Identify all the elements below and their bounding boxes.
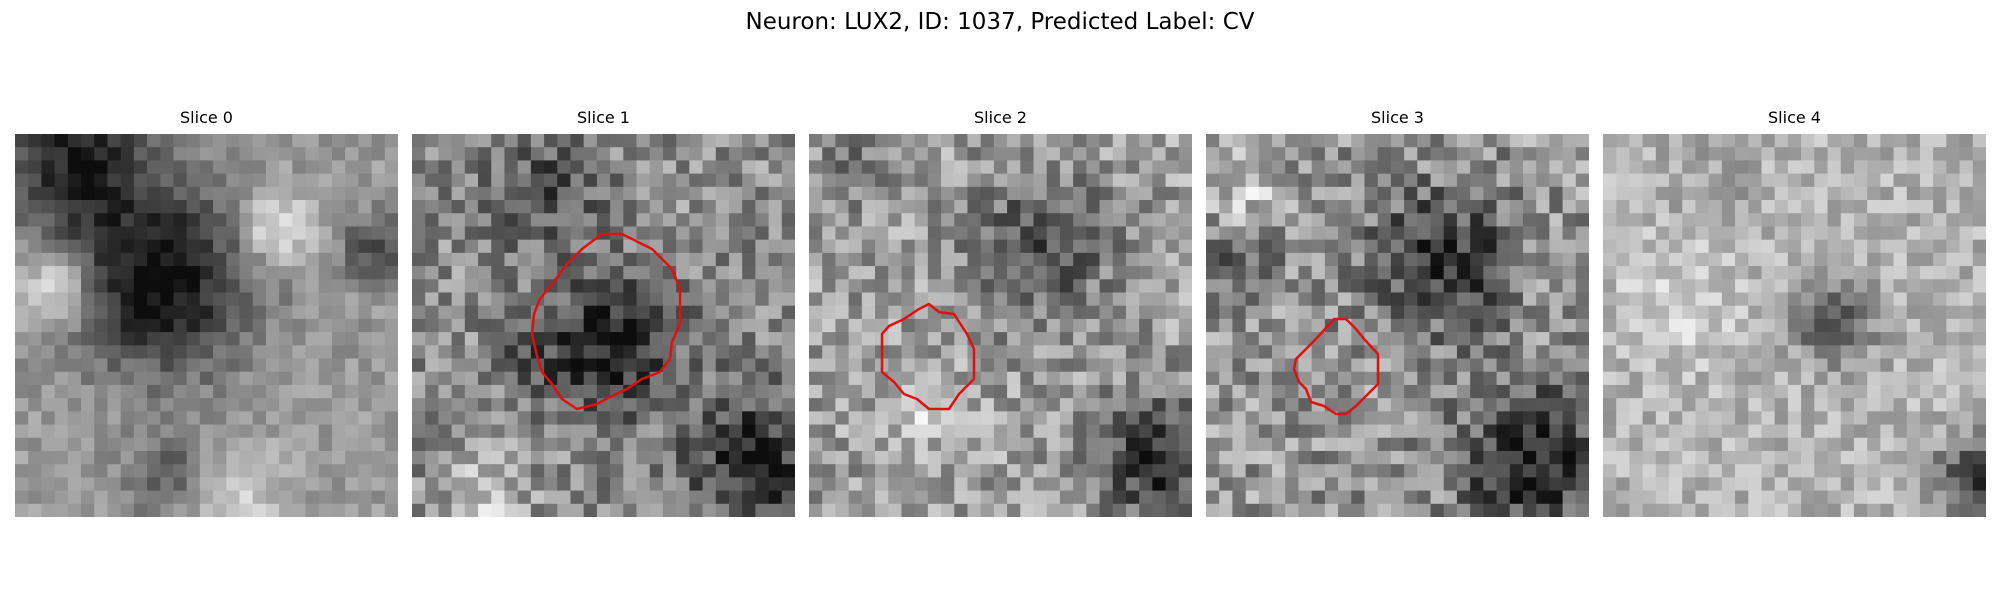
slice-image-4 bbox=[1603, 134, 1986, 517]
slice-image-3 bbox=[1206, 134, 1589, 517]
figure-title: Neuron: LUX2, ID: 1037, Predicted Label:… bbox=[745, 9, 1255, 35]
slice-image-1 bbox=[412, 134, 795, 517]
slice-title-0: Slice 0 bbox=[180, 108, 233, 127]
slice-title-1: Slice 1 bbox=[577, 108, 630, 127]
slice-image-2 bbox=[809, 134, 1192, 517]
slice-panel-4: Slice 4 bbox=[1603, 108, 1986, 517]
segmentation-outline-1 bbox=[530, 232, 682, 411]
slice-panel-1: Slice 1 bbox=[412, 108, 795, 517]
slice-title-4: Slice 4 bbox=[1768, 108, 1821, 127]
segmentation-outline-2 bbox=[880, 302, 976, 411]
slice-panel-2: Slice 2 bbox=[809, 108, 1192, 517]
slice-title-3: Slice 3 bbox=[1371, 108, 1424, 127]
slice-image-0 bbox=[15, 134, 398, 517]
slice-panel-3: Slice 3 bbox=[1206, 108, 1589, 517]
segmentation-outline-3 bbox=[1292, 317, 1380, 416]
slice-panel-0: Slice 0 bbox=[15, 108, 398, 517]
slice-title-2: Slice 2 bbox=[974, 108, 1027, 127]
